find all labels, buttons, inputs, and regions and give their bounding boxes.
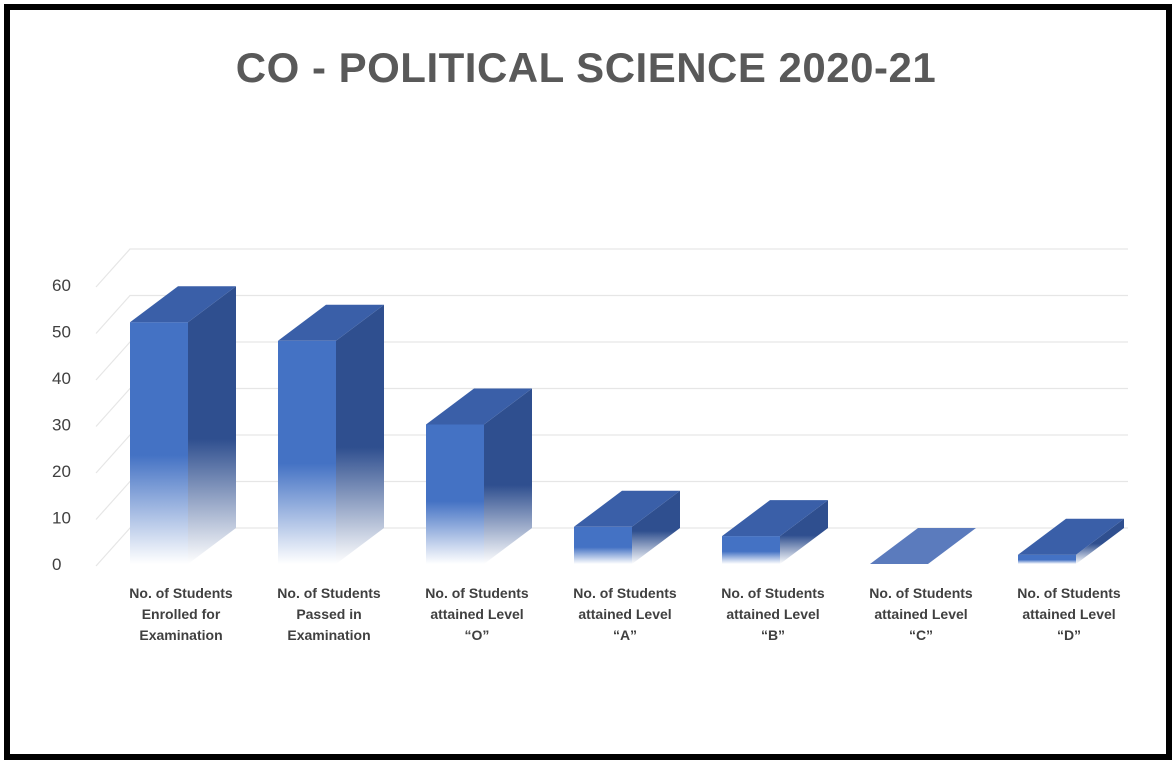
- bar-top: [426, 388, 532, 425]
- bar-side: [632, 490, 680, 564]
- bar-floor: [870, 528, 976, 564]
- y-tick-label: 50: [52, 323, 71, 342]
- bar-side: [336, 304, 384, 564]
- y-tick-label: 0: [52, 555, 61, 574]
- category-label: No. of Students attained Level “D”: [1017, 585, 1121, 643]
- bar-2: [278, 304, 384, 564]
- bar-top: [722, 500, 828, 537]
- bar-side: [188, 286, 236, 564]
- gridline: [95, 341, 1128, 381]
- y-tick-label: 60: [52, 276, 71, 295]
- bar-side: [1076, 518, 1124, 564]
- bar-front: [1018, 554, 1076, 564]
- bar-top: [130, 286, 236, 323]
- bar-5: [722, 500, 828, 564]
- category-label: No. of Students attained Level “B”: [721, 585, 825, 643]
- bar-front: [722, 536, 780, 564]
- category-label: No. of Students Passed in Examination: [277, 585, 381, 643]
- bar-top: [1018, 518, 1124, 555]
- bar-6: [870, 528, 976, 564]
- bar-front: [130, 322, 188, 564]
- category-label: No. of Students attained Level “A”: [573, 585, 677, 643]
- bar-side: [484, 388, 532, 564]
- y-tick-label: 20: [52, 462, 71, 481]
- bar-7: [1018, 518, 1124, 564]
- y-tick-label: 10: [52, 509, 71, 528]
- y-tick-label: 30: [52, 416, 71, 435]
- category-label: No. of Students attained Level “O”: [425, 585, 529, 643]
- gridline: [95, 387, 1128, 427]
- gridline: [95, 248, 1128, 288]
- category-label: No. of Students attained Level “C”: [869, 585, 973, 643]
- bar-front: [278, 340, 336, 564]
- y-tick-label: 40: [52, 369, 71, 388]
- gridline: [95, 294, 1128, 334]
- bar-front: [574, 526, 632, 564]
- bar-top: [574, 490, 680, 527]
- category-label: No. of Students Enrolled for Examination: [129, 585, 233, 643]
- chart-title: CO - POLITICAL SCIENCE 2020-21: [235, 44, 937, 91]
- gridline: [95, 434, 1128, 474]
- bar-side: [780, 500, 828, 564]
- bar-top: [278, 304, 384, 341]
- bar-3: [426, 388, 532, 564]
- bar-1: [130, 286, 236, 564]
- bar-front: [426, 424, 484, 564]
- bar-4: [574, 490, 680, 564]
